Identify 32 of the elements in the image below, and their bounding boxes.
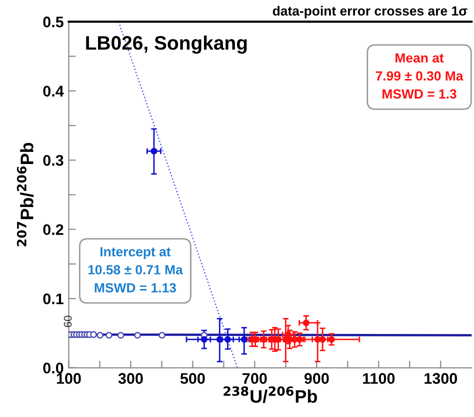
x-tick-label: 1100 (363, 373, 395, 384)
x-tick-label: 900 (304, 373, 329, 384)
point (200, 336, 208, 343)
point (106, 332, 112, 339)
x-tick-label: 500 (180, 373, 205, 384)
point (150, 148, 158, 154)
y-tick-label: 0.3 (43, 154, 64, 166)
y-tick-label: 0.1 (43, 293, 64, 304)
point (319, 336, 326, 343)
point (96, 332, 104, 339)
x-tick-label: 1300 (424, 373, 458, 384)
text: data-point error crosses are 1σ (272, 6, 468, 18)
y-axis-title: $^{207}$Pb/$^{206}$Pb (16, 142, 34, 246)
annotation: Intercept at 10.58 ± 0.71 Ma MSWD = 1.13 (88, 247, 183, 292)
point (90, 331, 97, 338)
x-axis-title: $^{238}$U/$^{206}$Pb (224, 386, 317, 403)
y-tick-label: 0.2 (43, 224, 64, 236)
point (134, 332, 141, 339)
annotation: Mean at 7.99 ± 0.30 Ma MSWD = 1.3 (376, 53, 464, 99)
point (224, 336, 232, 343)
x-tick-label: 300 (118, 373, 143, 384)
point (117, 332, 124, 339)
x-tick-label: 100 (56, 373, 81, 384)
annotation: 60 (64, 316, 72, 328)
y-tick-label: 0.4 (43, 86, 64, 97)
annotation: LB026, Songkang (86, 36, 247, 54)
point (158, 332, 166, 339)
y-tick-label: 0.0 (43, 362, 64, 374)
point (314, 336, 321, 343)
point (302, 320, 310, 326)
y-tick-label: 0.5 (43, 16, 64, 28)
x-tick-label: 700 (242, 373, 267, 384)
